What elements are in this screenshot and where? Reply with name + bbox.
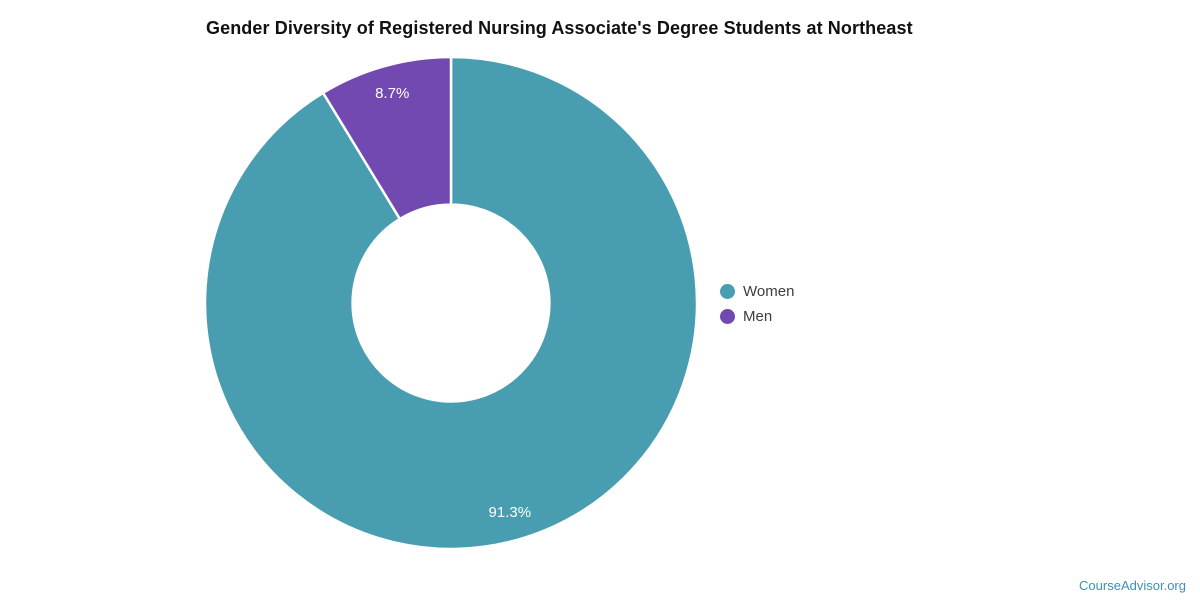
pie-slice-women[interactable] xyxy=(203,55,699,551)
legend-swatch-men-icon xyxy=(720,309,735,324)
pie-slice-men[interactable] xyxy=(321,55,453,221)
pie-slice-label-women: 91.3% xyxy=(489,504,532,521)
legend-label-women: Women xyxy=(743,283,795,300)
legend-swatch-women-icon xyxy=(720,284,735,299)
legend-label-men: Men xyxy=(743,308,773,325)
courseadvisor-watermark-link[interactable]: CourseAdvisor.org xyxy=(1079,578,1186,593)
chart-title: Gender Diversity of Registered Nursing A… xyxy=(206,18,913,38)
pie-slice-label-men: 8.7% xyxy=(375,85,409,102)
legend-item-men[interactable]: Men xyxy=(720,304,794,329)
legend-item-women[interactable]: Women xyxy=(720,279,794,304)
legend: Women Men xyxy=(720,279,794,329)
